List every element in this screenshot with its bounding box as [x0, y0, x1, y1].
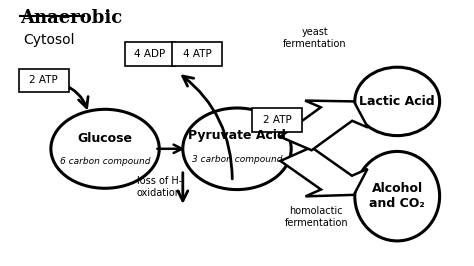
Ellipse shape — [51, 109, 159, 188]
Text: Glucose: Glucose — [78, 132, 133, 145]
FancyBboxPatch shape — [172, 42, 222, 66]
Text: yeast
fermentation: yeast fermentation — [283, 27, 346, 49]
Text: Pyruvate Acid: Pyruvate Acid — [188, 129, 286, 142]
Text: Lactic Acid: Lactic Acid — [359, 95, 435, 108]
Text: 2 ATP: 2 ATP — [29, 75, 58, 85]
Text: loss of H-
oxidation: loss of H- oxidation — [137, 176, 182, 198]
FancyBboxPatch shape — [252, 108, 302, 132]
Ellipse shape — [355, 151, 439, 241]
Text: 6 carbon compound: 6 carbon compound — [60, 157, 150, 167]
Text: 4 ATP: 4 ATP — [182, 49, 211, 59]
Ellipse shape — [355, 67, 439, 136]
Text: Cytosol: Cytosol — [23, 33, 74, 47]
FancyBboxPatch shape — [19, 69, 69, 92]
Ellipse shape — [183, 108, 291, 190]
Text: 2 ATP: 2 ATP — [263, 115, 292, 125]
Text: 3 carbon compound: 3 carbon compound — [192, 155, 282, 164]
Polygon shape — [281, 147, 367, 196]
Text: homolactic
fermentation: homolactic fermentation — [284, 206, 348, 228]
Polygon shape — [280, 101, 368, 150]
Text: 4 ADP: 4 ADP — [134, 49, 165, 59]
Text: Alcohol
and CO₂: Alcohol and CO₂ — [369, 182, 425, 210]
FancyBboxPatch shape — [125, 42, 174, 66]
Text: Anaerobic: Anaerobic — [20, 9, 122, 27]
